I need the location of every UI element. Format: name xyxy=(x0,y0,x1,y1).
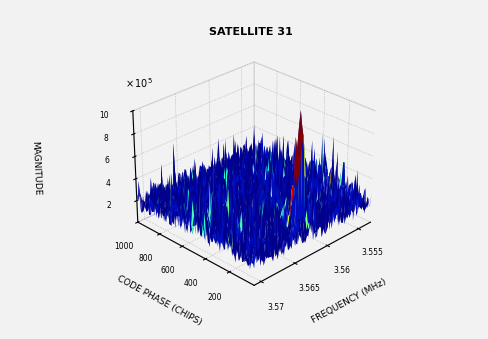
Text: $\times\,10^5$: $\times\,10^5$ xyxy=(125,76,153,89)
X-axis label: FREQUENCY (MHz): FREQUENCY (MHz) xyxy=(309,277,386,324)
Title: SATELLITE 31: SATELLITE 31 xyxy=(208,27,292,37)
Y-axis label: CODE PHASE (CHIPS): CODE PHASE (CHIPS) xyxy=(116,274,203,327)
